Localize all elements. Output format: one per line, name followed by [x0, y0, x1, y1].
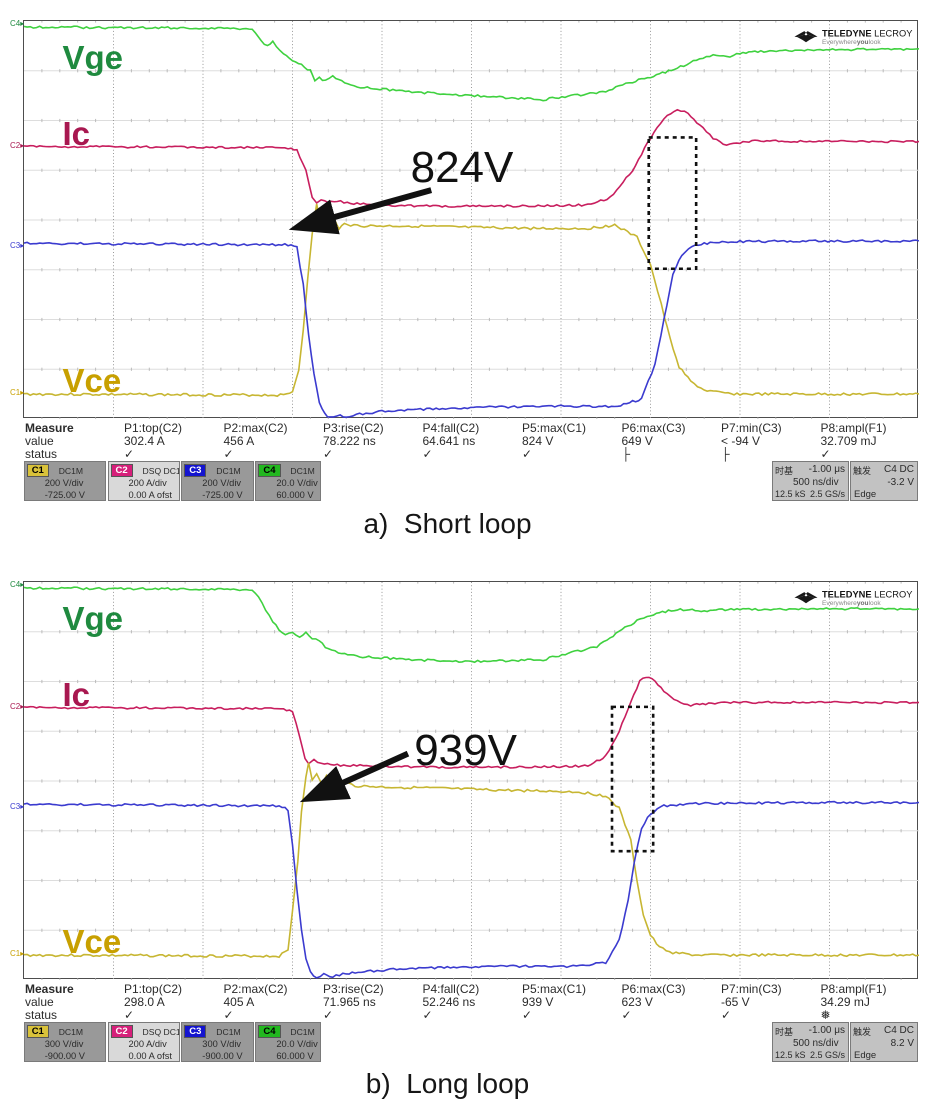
svg-text:Everywhereyoulook: Everywhereyoulook [822, 39, 881, 46]
svg-text:TELEDYNE LECROY: TELEDYNE LECROY [822, 29, 912, 39]
svg-text:Everywhereyoulook: Everywhereyoulook [822, 600, 881, 607]
svg-text:TELEDYNE LECROY: TELEDYNE LECROY [822, 590, 912, 600]
